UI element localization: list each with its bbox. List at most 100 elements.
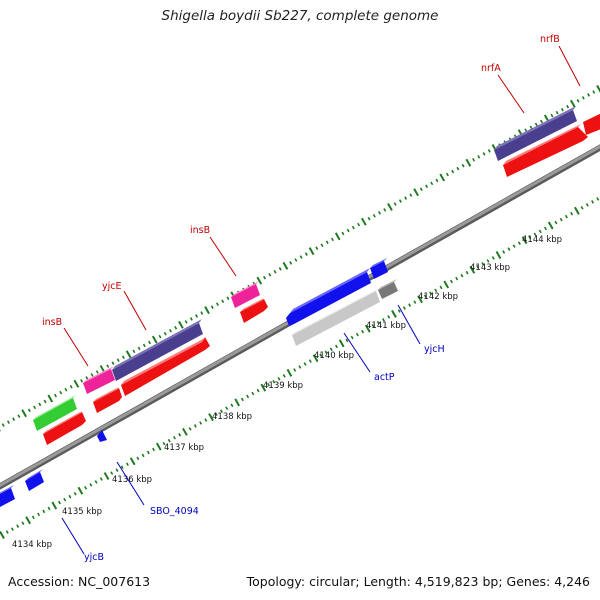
ruler-tick (84, 486, 88, 490)
ruler-tick (550, 113, 554, 118)
ruler-tick (260, 383, 267, 392)
forward-strand-features (33, 106, 600, 445)
ruler-tick (413, 188, 419, 197)
feature-dark-gray[interactable] (378, 279, 398, 299)
ruler-tick (555, 110, 559, 115)
ruler-tick (174, 325, 178, 330)
ruler-tick (17, 414, 21, 418)
ruler-tick (251, 391, 255, 396)
ruler-tick (294, 258, 298, 262)
gene-label-actP[interactable]: actP (374, 372, 395, 383)
ruler-tick (94, 480, 98, 484)
ruler-tick (538, 229, 542, 234)
ruler-tick (0, 531, 5, 539)
gene-label-nrfB[interactable]: nrfB (540, 34, 560, 45)
feature-yjcH[interactable] (370, 258, 388, 279)
ruler-tick (43, 399, 47, 404)
ruler-tick (580, 206, 584, 210)
ruler-tick (338, 339, 345, 348)
ruler-tick (387, 202, 393, 211)
feature-nrfB[interactable] (583, 112, 600, 135)
ruler-tick (89, 483, 93, 487)
feature-SBO_4094[interactable] (97, 430, 107, 442)
ruler-tick (304, 252, 308, 256)
ruler-tick (439, 285, 443, 290)
ruler-ticks-outer (0, 85, 600, 432)
ruler-tick (221, 299, 225, 304)
ruler-tick (226, 296, 230, 301)
feature-yjcE[interactable] (112, 319, 203, 381)
kbp-label: 4139 kbp (263, 381, 303, 391)
feature-insB-upper[interactable] (231, 281, 260, 308)
ruler-ticks-inner (0, 197, 600, 539)
ruler-tick (315, 246, 319, 250)
ruler-tick (21, 409, 27, 418)
ruler-kbp-labels: 4134 kbp 4135 kbp 4136 kbp 4137 kbp 4138 kbp… (12, 235, 562, 550)
ruler-tick (481, 262, 485, 266)
ruler-tick (1, 423, 5, 427)
ruler-tick (172, 435, 176, 440)
ruler-tick (409, 193, 413, 197)
feature-blue-long[interactable] (286, 268, 371, 326)
ruler-tick (33, 405, 37, 410)
ruler-tick (90, 373, 94, 377)
ruler-tick (528, 235, 532, 240)
ruler-tick (273, 269, 277, 274)
ruler-tick (592, 90, 596, 94)
ruler-tick (544, 226, 547, 231)
ruler-tick (204, 418, 208, 422)
ruler-tick (184, 320, 188, 324)
feature-insB-lower[interactable] (83, 366, 115, 394)
gene-label-nrfA[interactable]: nrfA (481, 63, 501, 74)
ruler-tick (465, 270, 469, 275)
ruler-tick (529, 125, 533, 130)
feature-green[interactable] (33, 395, 77, 431)
ruler-tick (25, 516, 31, 525)
ruler-tick (193, 424, 197, 428)
ruler-tick (376, 320, 380, 325)
gene-label-insB-lower[interactable]: insB (42, 317, 62, 328)
gene-label-yjcH[interactable]: yjcH (424, 344, 445, 355)
feature-yjcB[interactable] (0, 485, 15, 507)
gene-label-yjcB[interactable]: yjcB (84, 552, 104, 563)
ruler-tick (319, 353, 323, 357)
ruler-tick (298, 365, 302, 369)
feature-actP[interactable] (292, 288, 380, 346)
ruler-tick (330, 237, 334, 242)
feature-red-green[interactable] (43, 411, 86, 445)
ruler-tick (182, 427, 188, 436)
reverse-strand-features (0, 258, 398, 507)
ruler-tick (576, 99, 580, 103)
feature-red-nrf[interactable] (503, 124, 588, 177)
kbp-label: 4141 kbp (366, 321, 406, 331)
kbp-label: 4135 kbp (62, 507, 102, 517)
ruler-tick (320, 243, 324, 248)
ruler-tick (566, 104, 570, 109)
feature-blue-4135[interactable] (25, 469, 44, 491)
ruler-tick (195, 314, 199, 318)
ruler-tick (132, 349, 136, 354)
feature-red-yjcE[interactable] (121, 337, 210, 396)
ruler-tick (455, 276, 459, 281)
ruler-tick (350, 335, 354, 340)
ruler-tick (460, 273, 464, 278)
feature-nrfA[interactable] (494, 106, 577, 161)
ruler-tick (263, 275, 267, 280)
ruler-tick (587, 93, 591, 97)
ruler-tick (178, 320, 184, 329)
accession-text: Accession: NC_007613 (8, 574, 151, 589)
gene-label-insB-upper[interactable]: insB (190, 225, 210, 236)
map-title: Shigella boydii Sb227, complete genome (161, 8, 439, 24)
gene-label-SBO_4094[interactable]: SBO_4094 (150, 506, 199, 517)
kbp-label: 4138 kbp (212, 412, 252, 422)
ruler-tick (267, 382, 271, 387)
feature-red-insB-upper[interactable] (240, 298, 268, 323)
feature-red-insB-lower[interactable] (93, 387, 122, 413)
ruler-tick (491, 256, 495, 260)
ruler-tick (282, 261, 289, 270)
ruler-tick (47, 394, 54, 403)
ruler-tick (430, 181, 434, 186)
ruler-tick (361, 329, 365, 334)
gene-label-yjcE[interactable]: yjcE (102, 281, 122, 292)
ruler-tick (6, 420, 10, 424)
